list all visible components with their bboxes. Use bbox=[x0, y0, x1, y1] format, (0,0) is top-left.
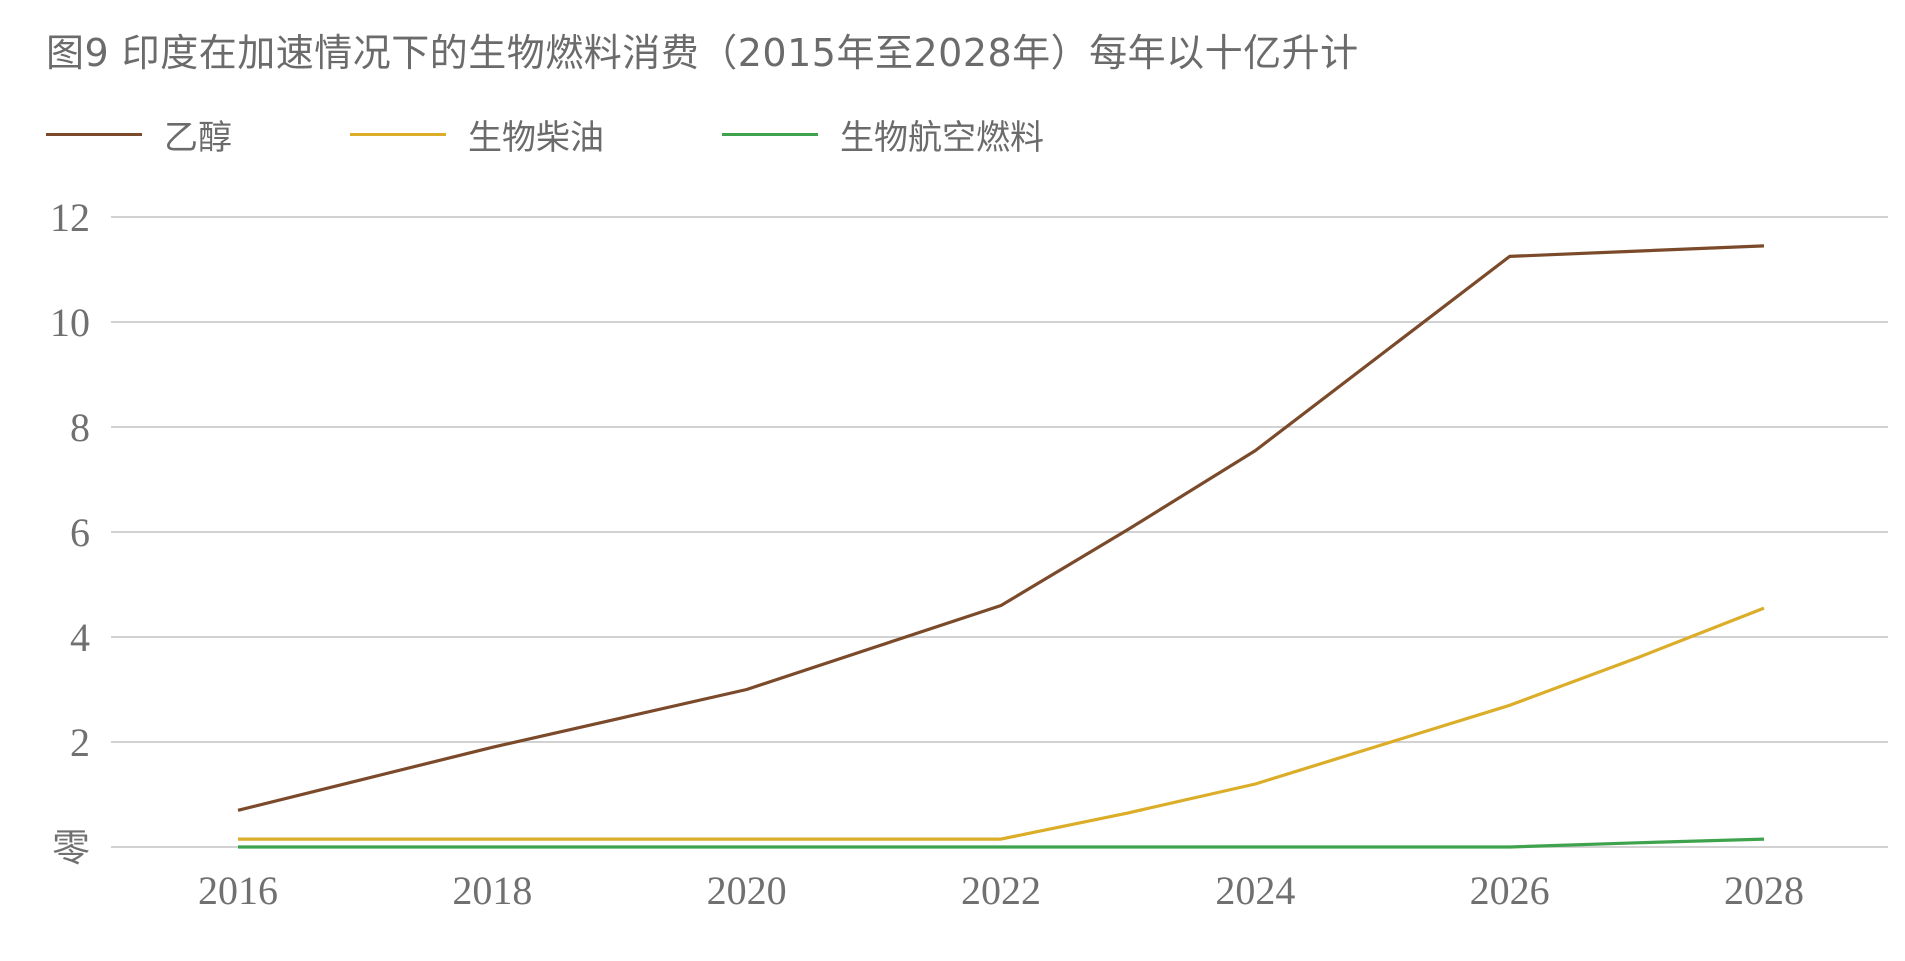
legend-item-bio-jet-fuel: 生物航空燃料 bbox=[722, 110, 1044, 159]
series-line-bio-jet-fuel bbox=[238, 837, 1765, 849]
gridlines bbox=[111, 216, 1888, 848]
y-axis-tick-labels: 零 2 4 6 8 10 12 bbox=[50, 195, 90, 870]
y-tick-label-6: 6 bbox=[70, 510, 90, 555]
legend-label-ethanol: 乙醇 bbox=[164, 117, 232, 158]
x-tick-label-2022: 2022 bbox=[961, 868, 1041, 913]
x-tick-label-2016: 2016 bbox=[198, 868, 278, 913]
x-tick-label-2024: 2024 bbox=[1215, 868, 1295, 913]
x-tick-label-2020: 2020 bbox=[707, 868, 787, 913]
series-line-biodiesel bbox=[238, 606, 1765, 841]
chart-title: 图9 印度在加速情况下的生物燃料消费（2015年至2028年）每年以十亿升计 bbox=[46, 31, 1359, 75]
y-tick-label-4: 4 bbox=[70, 615, 90, 660]
x-tick-label-2026: 2026 bbox=[1470, 868, 1550, 913]
legend-label-biodiesel: 生物柴油 bbox=[468, 117, 604, 158]
x-tick-label-2018: 2018 bbox=[452, 868, 532, 913]
y-tick-label-10: 10 bbox=[50, 300, 90, 345]
legend: 乙醇 生物柴油 生物航空燃料 bbox=[46, 110, 1162, 159]
y-tick-label-2: 2 bbox=[70, 720, 90, 765]
y-tick-label-12: 12 bbox=[50, 195, 90, 240]
y-tick-label-0: 零 bbox=[52, 826, 90, 870]
y-tick-label-8: 8 bbox=[70, 405, 90, 450]
legend-item-biodiesel: 生物柴油 bbox=[350, 110, 604, 159]
legend-swatch-ethanol bbox=[46, 132, 142, 136]
x-axis-tick-labels: 2016 2018 2020 2022 2024 2026 2028 bbox=[198, 868, 1804, 913]
legend-swatch-biodiesel bbox=[350, 132, 446, 136]
series-lines bbox=[237, 244, 1765, 849]
series-line-ethanol bbox=[237, 244, 1765, 812]
legend-label-bio-jet-fuel: 生物航空燃料 bbox=[840, 117, 1044, 158]
legend-swatch-bio-jet-fuel bbox=[722, 132, 818, 136]
x-tick-label-2028: 2028 bbox=[1724, 868, 1804, 913]
legend-item-ethanol: 乙醇 bbox=[46, 110, 232, 159]
